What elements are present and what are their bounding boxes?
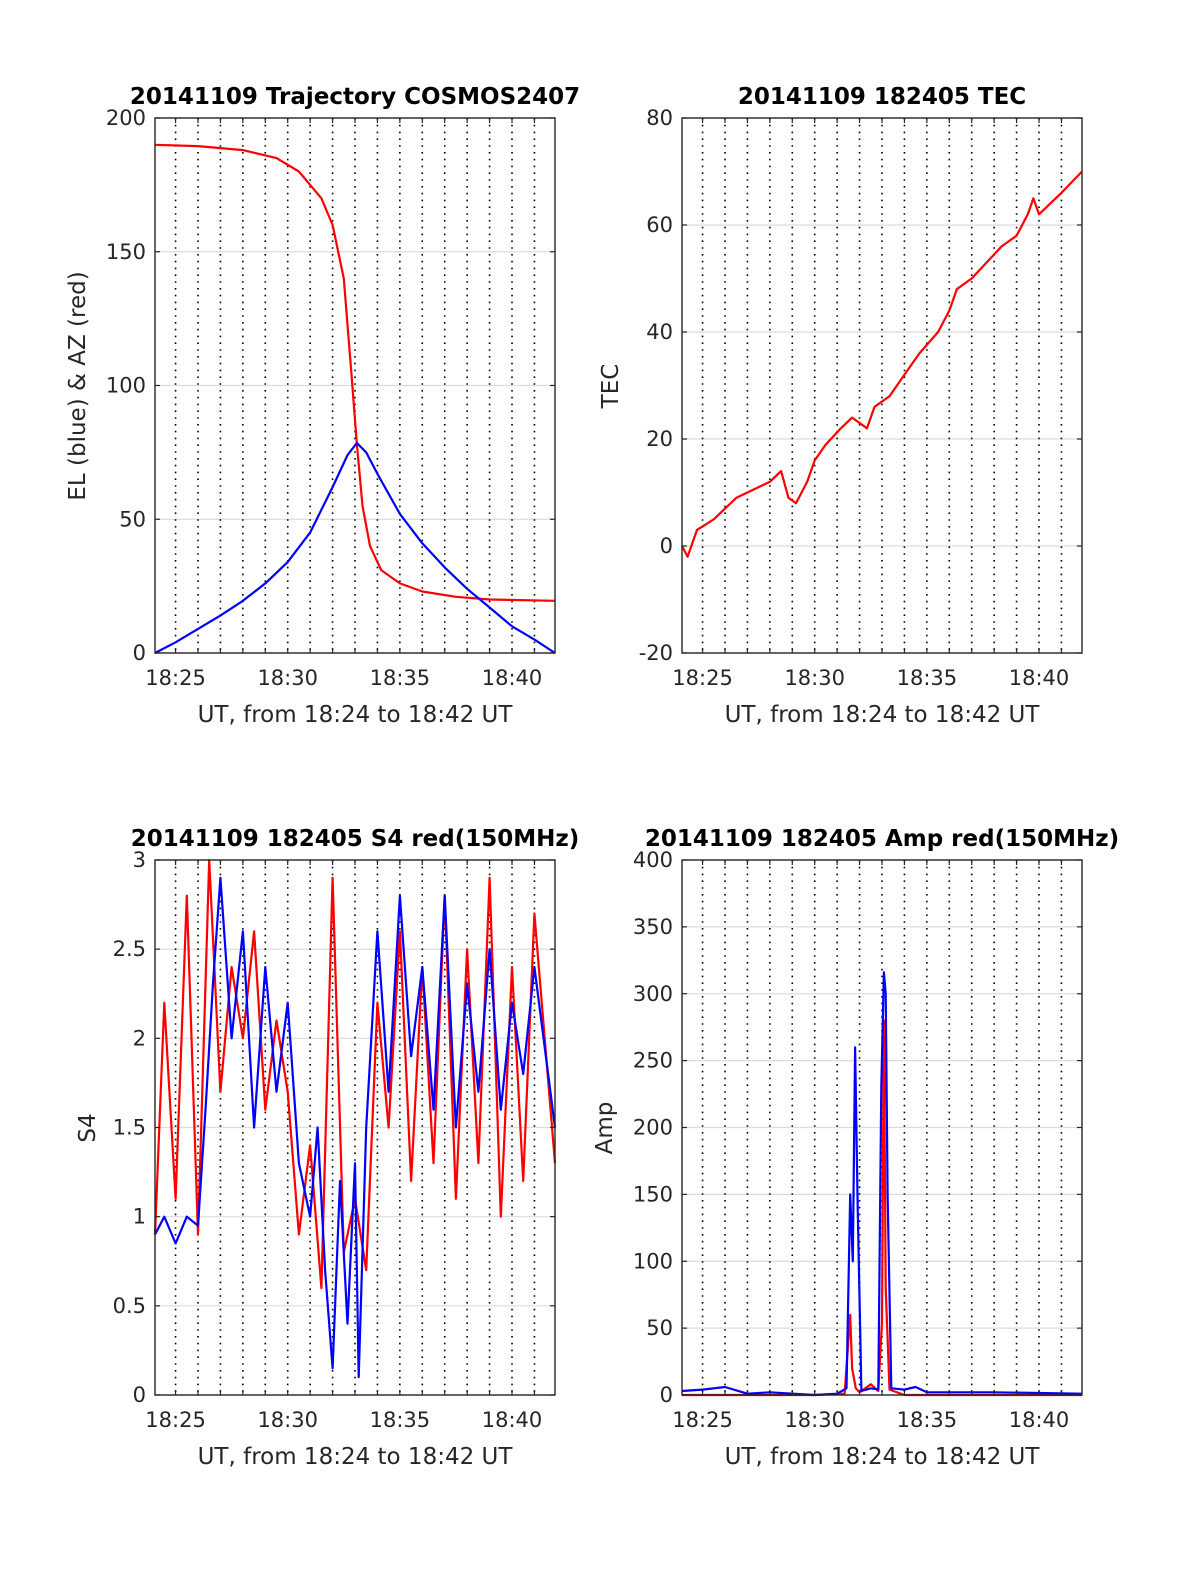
y-tick-label: 40 [646, 320, 673, 344]
y-tick-label: 350 [633, 915, 673, 939]
x-axis-label: UT, from 18:24 to 18:42 UT [198, 702, 514, 728]
y-tick-label: 300 [633, 982, 673, 1006]
y-tick-label: 100 [633, 1249, 673, 1273]
tec-panel: 20141109 182405 TEC -20 0 20 40 60 80 18:25 18:… [598, 84, 1083, 728]
y-tick-label: 20 [646, 427, 673, 451]
y-tick-label: 0.5 [113, 1294, 146, 1318]
x-tick-label: 18:35 [897, 666, 958, 690]
x-tick-label: 18:25 [672, 1408, 733, 1432]
chart-title: 20141109 182405 S4 red(150MHz) [131, 826, 580, 852]
y-tick-label: 1.5 [113, 1116, 146, 1140]
y-tick-label: 200 [106, 106, 146, 130]
x-tick-label: 18:30 [784, 666, 845, 690]
chart-title: 20141109 182405 TEC [738, 84, 1026, 110]
series-line-1 [154, 876, 557, 1379]
y-tick-label: 0 [660, 534, 673, 558]
y-tick-label: 200 [633, 1116, 673, 1140]
x-tick-label: 18:25 [145, 666, 206, 690]
y-tick-label: 100 [106, 374, 146, 398]
series-line-0 [681, 170, 1083, 558]
x-tick-label: 18:35 [897, 1408, 958, 1432]
y-tick-label: 150 [633, 1182, 673, 1206]
x-axis-label: UT, from 18:24 to 18:42 UT [725, 1444, 1041, 1470]
x-tick-label: 18:30 [784, 1408, 845, 1432]
x-tick-label: 18:35 [370, 666, 431, 690]
chart-title: 20141109 Trajectory COSMOS2407 [130, 84, 580, 110]
y-tick-label: 50 [119, 507, 146, 531]
x-tick-label: 18:40 [482, 666, 543, 690]
y-tick-label: 50 [646, 1316, 673, 1340]
s4-panel: 20141109 182405 S4 red(150MHz) 0 0.5 1 1.5 2… [75, 826, 579, 1470]
y-tick-label: 2.5 [113, 937, 146, 961]
x-tick-label: 18:25 [145, 1408, 206, 1432]
x-axis-label: UT, from 18:24 to 18:42 UT [198, 1444, 514, 1470]
x-axis-label: UT, from 18:24 to 18:42 UT [725, 702, 1041, 728]
y-tick-label: 3 [133, 848, 146, 872]
y-tick-label: 0 [133, 1383, 146, 1407]
series-line-1 [154, 441, 556, 654]
series-line-0 [154, 143, 556, 602]
chart-title: 20141109 182405 Amp red(150MHz) [645, 826, 1119, 852]
y-axis-label: Amp [592, 1102, 618, 1155]
y-tick-label: 0 [660, 1383, 673, 1407]
y-axis-label: TEC [598, 364, 624, 410]
x-tick-label: 18:40 [1009, 1408, 1070, 1432]
y-tick-label: 0 [133, 641, 146, 665]
y-tick-label: 400 [633, 848, 673, 872]
y-tick-label: 250 [633, 1049, 673, 1073]
y-tick-label: 60 [646, 213, 673, 237]
series-line-0 [153, 858, 557, 1290]
y-tick-label: 1 [133, 1205, 146, 1229]
x-tick-label: 18:35 [370, 1408, 431, 1432]
x-tick-label: 18:25 [672, 666, 733, 690]
plot-frame [681, 117, 1083, 654]
y-tick-label: 150 [106, 240, 146, 264]
y-tick-label: 80 [646, 106, 673, 130]
x-tick-label: 18:40 [1009, 666, 1070, 690]
y-tick-label: 2 [133, 1026, 146, 1050]
y-tick-label: -20 [639, 641, 673, 665]
trajectory-panel: 20141109 Trajectory COSMOS2407 0 50 100 150… [65, 84, 580, 728]
x-tick-label: 18:30 [257, 666, 318, 690]
x-tick-label: 18:30 [257, 1408, 318, 1432]
x-tick-label: 18:40 [482, 1408, 543, 1432]
y-axis-label: S4 [75, 1113, 101, 1142]
y-axis-label: EL (blue) & AZ (red) [65, 271, 91, 500]
amp-panel: 20141109 182405 Amp red(150MHz) 0 50 100 15… [592, 826, 1119, 1470]
